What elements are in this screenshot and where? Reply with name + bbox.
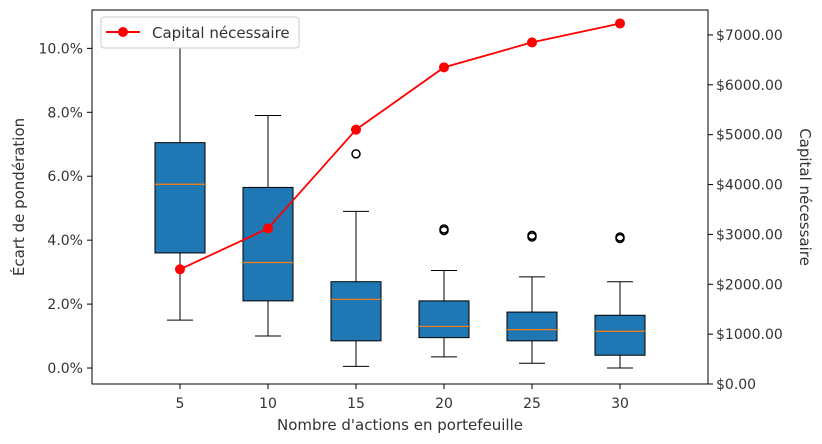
capital-point — [615, 18, 625, 29]
y-right-tick-label: $2000.00 — [716, 277, 783, 293]
y-left-tick-label: 0.0% — [47, 361, 83, 377]
y-right-tick-label: $5000.00 — [716, 128, 783, 144]
legend-label-capital: Capital nécessaire — [152, 24, 290, 42]
axes: 5 10 15 20 25 30 0.0% 2.0% 4.0% 6.0% 8.0% 10.0% $0.0… — [39, 9, 783, 412]
box-iqr — [154, 142, 206, 254]
x-tick-label: 30 — [611, 396, 629, 412]
y-left-tick-label: 4.0% — [47, 233, 83, 249]
box-iqr — [330, 281, 382, 342]
y-left-tick-label: 8.0% — [47, 105, 83, 121]
x-tick-label: 15 — [347, 396, 365, 412]
x-tick-label: 5 — [176, 396, 185, 412]
outlier-point — [615, 232, 625, 242]
boxplot-5 — [154, 19, 206, 321]
capital-line — [175, 18, 625, 275]
capital-point — [351, 124, 361, 135]
capital-point — [527, 37, 537, 48]
outlier-point — [351, 149, 361, 159]
box-iqr — [418, 300, 470, 339]
x-tick-label: 10 — [259, 396, 277, 412]
x-tick-label: 25 — [523, 396, 541, 412]
outlier-point — [439, 224, 449, 234]
boxplot-20 — [418, 224, 470, 358]
boxplot-10 — [242, 114, 294, 337]
plot-frame — [91, 9, 709, 385]
x-tick-label: 20 — [435, 396, 453, 412]
y-right-tick-label: $6000.00 — [716, 78, 783, 94]
boxplots — [154, 19, 646, 369]
y-left-tick-label: 2.0% — [47, 297, 83, 313]
capital-point — [175, 264, 185, 275]
legend-marker — [118, 27, 128, 37]
y-right-tick-label: $1000.00 — [716, 327, 783, 343]
y-left-axis-label: Écart de pondération — [9, 118, 28, 276]
capital-point — [263, 223, 273, 234]
capital-series-line — [179, 22, 621, 271]
axis-labels: Nombre d'actions en portefeuille Écart d… — [9, 118, 814, 434]
box-iqr — [506, 311, 558, 342]
y-left-tick-label: 10.0% — [39, 41, 83, 57]
y-right-tick-label: $3000.00 — [716, 227, 783, 243]
y-right-tick-label: $4000.00 — [716, 178, 783, 194]
boxplot-15 — [330, 149, 382, 367]
y-right-tick-label: $0.00 — [716, 377, 756, 393]
y-left-tick-label: 6.0% — [47, 169, 83, 185]
y-right-axis-label: Capital nécessaire — [796, 128, 814, 266]
x-axis-label: Nombre d'actions en portefeuille — [277, 416, 523, 434]
legend: Capital nécessaire — [100, 16, 300, 49]
legend-frame — [100, 16, 300, 49]
boxplot-25 — [506, 230, 558, 364]
box-iqr — [242, 186, 294, 302]
capital-point — [439, 62, 449, 73]
box-iqr — [594, 314, 646, 356]
outlier-point — [527, 230, 537, 241]
y-right-tick-label: $7000.00 — [716, 28, 783, 44]
boxplot-30 — [594, 232, 646, 369]
